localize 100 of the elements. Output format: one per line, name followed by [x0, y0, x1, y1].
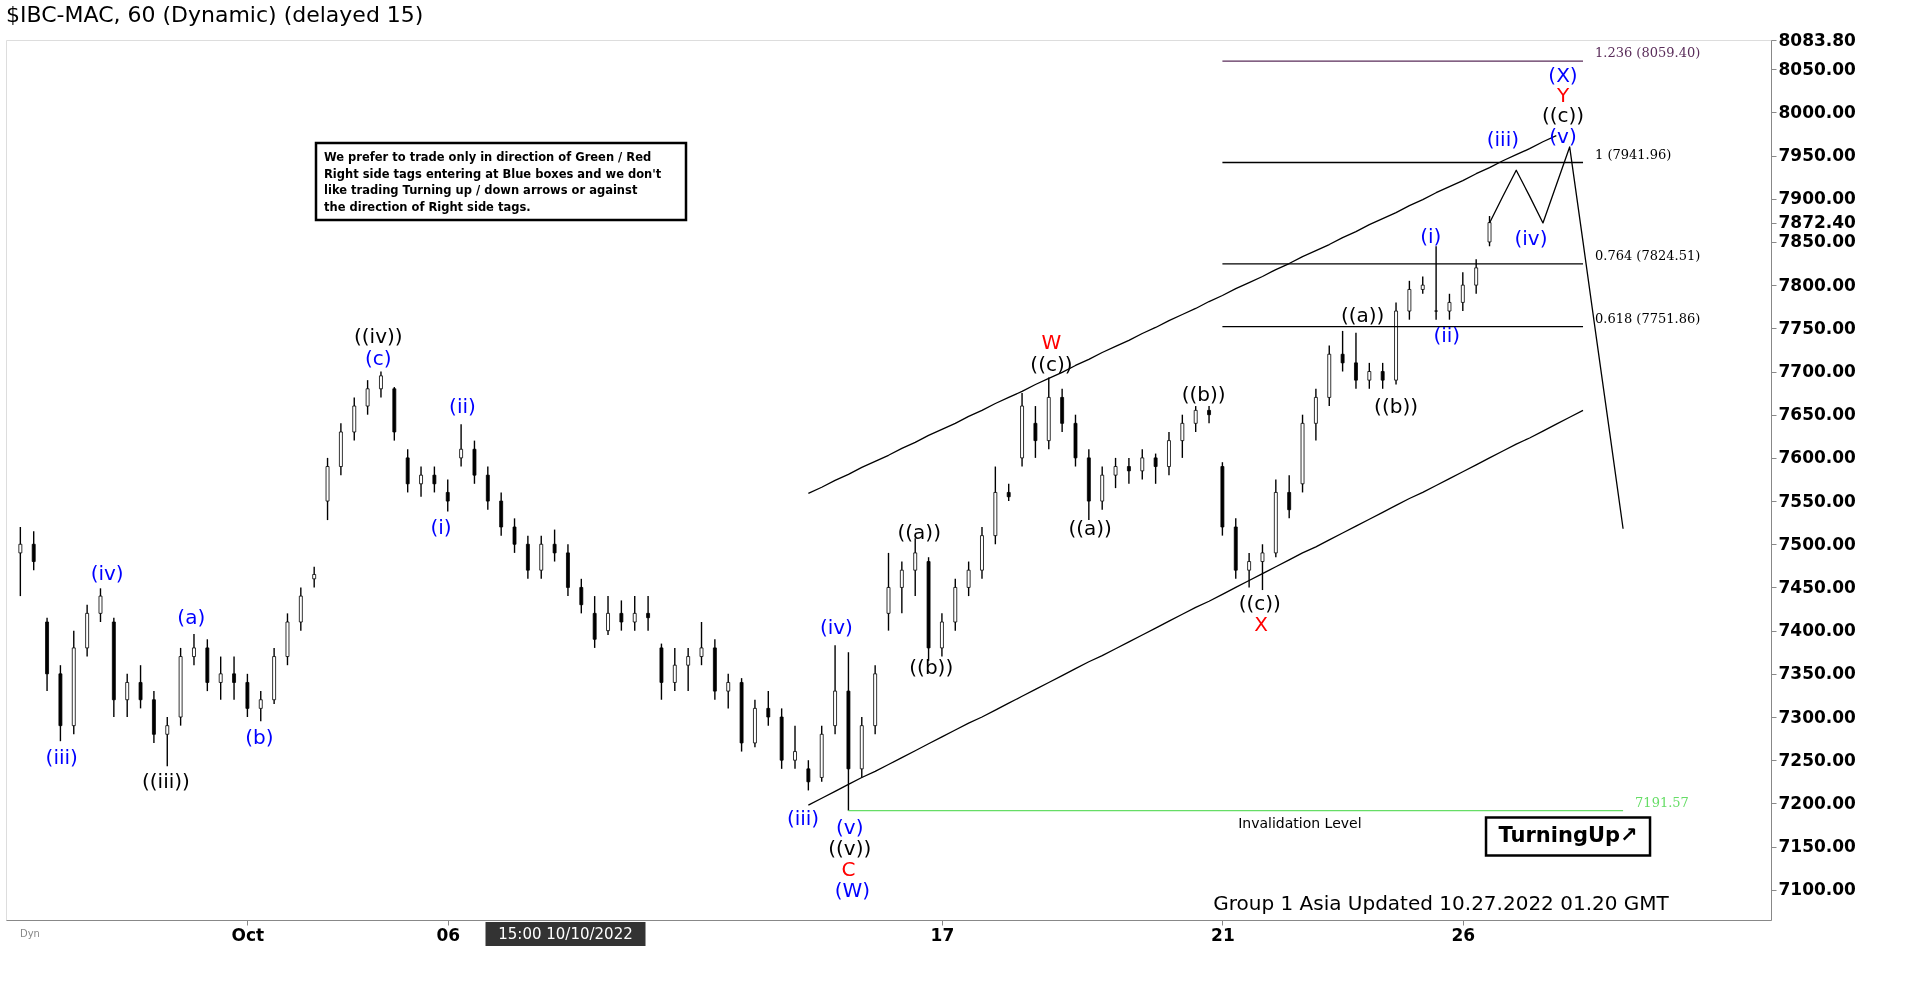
- candlestick: [899, 560, 904, 615]
- annotation: (iv): [1514, 226, 1548, 251]
- annotation: ((iv)): [353, 323, 403, 348]
- candlestick: [1207, 405, 1211, 425]
- annotation: ((a)): [1068, 515, 1112, 540]
- candlestick: [1407, 280, 1412, 321]
- annotation: (a): [177, 604, 206, 629]
- y-tick-label: 7100.00: [1778, 879, 1857, 900]
- candlestick: [1367, 362, 1372, 390]
- candlestick: [232, 655, 236, 701]
- y-tick-label: 7872.40: [1778, 212, 1857, 233]
- annotation: ((b)): [909, 654, 954, 679]
- y-tick-label: 7850.00: [1778, 231, 1857, 252]
- x-tick-label: 17: [930, 924, 955, 945]
- candlestick: [1140, 448, 1145, 481]
- candlestick: [18, 526, 23, 597]
- candlestick: [1447, 293, 1452, 321]
- candlestick: [619, 599, 624, 632]
- annotation: W: [1041, 330, 1062, 355]
- y-tick-label: 7500.00: [1778, 533, 1857, 554]
- series-label: 0.764 (7824.51): [1595, 247, 1701, 263]
- annotation: ((a)): [897, 520, 941, 545]
- candlestick: [579, 578, 584, 615]
- y-tick-label: 7700.00: [1778, 361, 1857, 382]
- y-tick-label: 7150.00: [1778, 836, 1857, 857]
- y-tick-label: 8050.00: [1778, 58, 1857, 79]
- y-tick-label: 7350.00: [1778, 663, 1857, 684]
- candlestick: [98, 587, 103, 623]
- y-tick-label: 8000.00: [1778, 101, 1857, 122]
- y-tick-label: 7400.00: [1778, 620, 1857, 641]
- candlestick: [632, 595, 637, 632]
- candlestick: [646, 595, 650, 632]
- annotation: Group 1 Asia Updated 10.27.2022 01.20 GMT: [1213, 891, 1670, 915]
- annotation: ((b)): [1181, 381, 1226, 406]
- candlestick: [672, 647, 677, 692]
- y-tick-label: 7450.00: [1778, 576, 1857, 597]
- candlestick: [606, 595, 610, 636]
- annotation: TurningUp↗: [1498, 823, 1638, 848]
- y-tick-label: 7550.00: [1778, 490, 1857, 511]
- candlestick: [1247, 552, 1252, 589]
- candlestick: [552, 528, 557, 563]
- y-tick-label: 7950.00: [1778, 145, 1857, 166]
- y-tick-label: 7200.00: [1778, 792, 1857, 813]
- annotation: ((a)): [1340, 303, 1385, 328]
- y-tick-label: 8083.80: [1778, 29, 1857, 50]
- y-tick-label: 7250.00: [1778, 749, 1857, 770]
- candlestick: [699, 621, 704, 666]
- annotation: (c): [364, 346, 392, 371]
- annotation: ((b)): [1374, 393, 1418, 418]
- x-tick-label: Oct: [231, 924, 265, 945]
- annotation: (iii): [45, 744, 78, 769]
- candlestick: [445, 478, 450, 513]
- candlestick: [1380, 362, 1385, 390]
- candlestick: [218, 655, 223, 701]
- annotation: (W): [834, 878, 871, 903]
- y-tick-label: 7650.00: [1778, 404, 1857, 425]
- x-tick-label: 06: [436, 924, 461, 945]
- candlestick: [1113, 457, 1118, 489]
- annotation: (v): [836, 814, 864, 839]
- candlestick: [1153, 452, 1158, 485]
- annotation: ((c)): [1030, 352, 1073, 377]
- y-tick-label: 7900.00: [1778, 188, 1857, 209]
- candlestick: [432, 465, 437, 494]
- candlestick: [1193, 405, 1198, 433]
- text: 15:00 10/10/2022: [498, 925, 633, 943]
- candlestick: [365, 379, 370, 416]
- annotation: X: [1254, 612, 1269, 637]
- annotation: ((iii)): [141, 768, 190, 793]
- y-tick-label: 7300.00: [1778, 706, 1857, 727]
- annotation: (ii): [1433, 323, 1461, 348]
- y-tick-label: 7600.00: [1778, 447, 1857, 468]
- annotation: Invalidation Level: [1238, 815, 1362, 832]
- candlestick: [1460, 271, 1465, 312]
- candlestick: [419, 465, 423, 498]
- candlestick: [31, 530, 36, 571]
- annotation: ((c)): [1238, 590, 1281, 615]
- candlestick: [966, 560, 971, 597]
- x-tick-label: 21: [1211, 924, 1235, 945]
- candlestick: [192, 633, 196, 666]
- y-tick-label: 7800.00: [1778, 274, 1857, 295]
- series-label: 0.618 (7751.86): [1595, 310, 1701, 326]
- annotation: (iv): [90, 560, 124, 585]
- candlestick: [1354, 331, 1358, 390]
- series-label: 1.236 (8059.40): [1595, 45, 1701, 61]
- candlestick: [312, 566, 317, 589]
- annotation: (iii): [786, 805, 820, 830]
- candlestick: [138, 664, 143, 710]
- annotation: (i): [430, 514, 452, 539]
- chart-title: $IBC-MAC, 60 (Dynamic) (delayed 15): [6, 2, 424, 27]
- candlestick: [1180, 414, 1185, 459]
- series-label: 7191.57: [1635, 794, 1689, 810]
- series-label: 1 (7941.96): [1595, 146, 1672, 162]
- candlestick: [686, 647, 691, 692]
- candlestick: [512, 517, 517, 554]
- candlestick: [459, 423, 463, 468]
- y-tick-label: 7750.00: [1778, 317, 1857, 338]
- candlestick: [165, 716, 170, 767]
- annotation: (ii): [449, 393, 476, 418]
- candlestick: [258, 690, 263, 723]
- candlestick: [379, 370, 383, 399]
